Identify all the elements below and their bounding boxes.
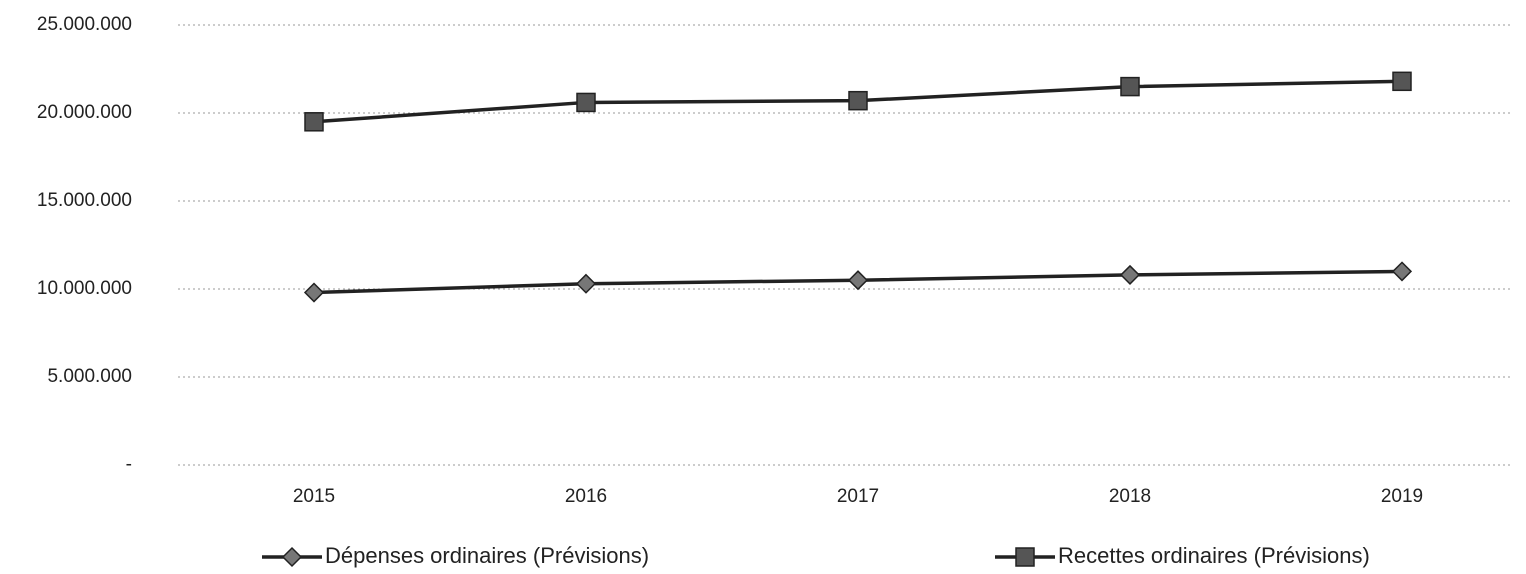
x-tick-label: 2016 xyxy=(565,486,607,507)
marker-diamond xyxy=(303,282,325,303)
x-tick-label: 2015 xyxy=(293,486,335,507)
marker-square xyxy=(304,112,324,132)
legend-item: Dépenses ordinaires (Prévisions) xyxy=(262,543,649,568)
x-tick-label: 2018 xyxy=(1109,486,1151,507)
y-tick-label: 20.000.000 xyxy=(37,102,132,123)
marker-square xyxy=(1120,76,1140,97)
marker-diamond xyxy=(1119,264,1141,285)
marker-diamond xyxy=(847,270,869,291)
y-tick-label: 15.000.000 xyxy=(37,190,132,211)
marker-square xyxy=(1015,547,1035,567)
marker-diamond xyxy=(281,546,303,568)
marker-square xyxy=(576,92,596,113)
legend-label: Dépenses ordinaires (Prévisions) xyxy=(325,543,649,568)
y-tick-label: 10.000.000 xyxy=(37,278,132,299)
legend-item: Recettes ordinaires (Prévisions) xyxy=(995,543,1370,568)
y-tick-label: - xyxy=(126,454,132,475)
y-tick-label: 25.000.000 xyxy=(37,14,132,35)
y-tick-label: 5.000.000 xyxy=(47,366,132,387)
x-tick-label: 2019 xyxy=(1381,486,1423,507)
marker-diamond xyxy=(575,273,597,294)
x-tick-label: 2017 xyxy=(837,486,879,507)
legend-label: Recettes ordinaires (Prévisions) xyxy=(1058,543,1370,568)
marker-square xyxy=(848,90,868,111)
marker-diamond xyxy=(1391,261,1413,282)
marker-square xyxy=(1392,71,1412,92)
